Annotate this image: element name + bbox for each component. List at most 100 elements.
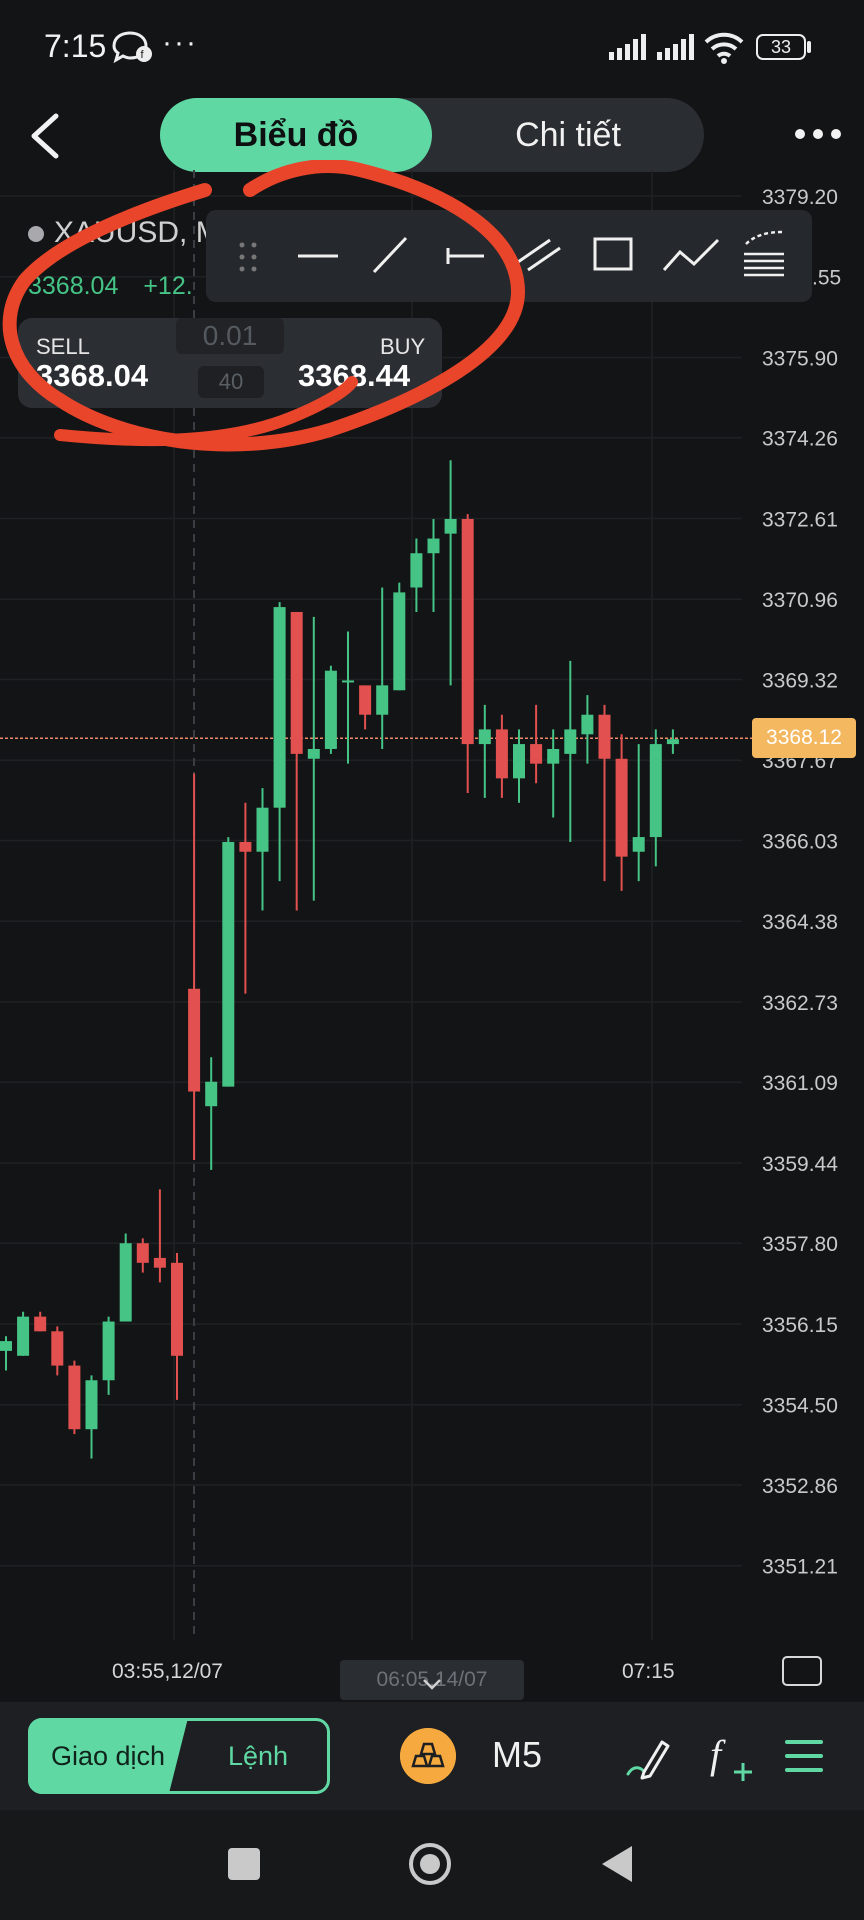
candle-body — [564, 729, 577, 754]
candlestick — [85, 1375, 98, 1459]
candlestick — [495, 714, 508, 798]
chevron-down-icon[interactable] — [420, 1676, 444, 1692]
candlestick — [376, 587, 389, 749]
candlestick — [427, 518, 440, 612]
y-tick-label: 3374.26 — [762, 428, 838, 451]
y-tick-label: 3369.32 — [762, 669, 838, 692]
candlestick — [34, 1311, 47, 1332]
trend-line-icon[interactable] — [370, 232, 410, 276]
more-options-icon[interactable] — [792, 112, 844, 156]
candle-body — [410, 553, 423, 588]
candle-body — [256, 807, 269, 852]
candle-body — [0, 1341, 12, 1351]
recent-apps-button[interactable] — [228, 1848, 260, 1880]
candlestick — [205, 1057, 218, 1170]
drag-handle-icon[interactable] — [236, 240, 260, 274]
candlestick — [393, 582, 406, 691]
candle-body — [444, 518, 457, 534]
candlestick — [188, 773, 201, 1161]
candle-body — [324, 670, 337, 749]
candle-body — [85, 1380, 98, 1430]
candlestick — [530, 704, 543, 784]
indicators-icon[interactable]: f — [708, 1730, 756, 1782]
candle-body — [239, 841, 252, 852]
candlestick — [513, 729, 525, 803]
candle-body — [17, 1316, 30, 1356]
sell-label[interactable]: SELL — [36, 334, 90, 359]
candlestick — [581, 695, 594, 764]
fullscreen-icon[interactable] — [782, 1656, 822, 1686]
lot-size-input[interactable]: 0.01 — [176, 318, 284, 354]
battery-tip — [807, 41, 811, 53]
svg-text:f: f — [710, 1732, 726, 1777]
candle-body — [273, 607, 286, 808]
gold-bars-icon[interactable] — [400, 1728, 456, 1784]
back-arrow-icon[interactable] — [22, 104, 70, 168]
buy-button[interactable]: 3368.44 — [298, 358, 411, 393]
candlestick — [359, 685, 372, 730]
candle-body — [393, 592, 406, 691]
candle-body — [171, 1262, 183, 1356]
candlestick — [598, 704, 611, 882]
candle-body — [68, 1365, 81, 1430]
timeframe-selector[interactable]: M5 — [492, 1734, 543, 1775]
candle-body — [205, 1081, 218, 1107]
candle-body — [461, 518, 474, 745]
fibonacci-icon[interactable] — [742, 228, 786, 278]
tab-orders[interactable]: Lệnh — [227, 1740, 289, 1771]
candlestick — [564, 660, 577, 842]
rectangle-icon[interactable] — [592, 234, 634, 274]
home-button[interactable] — [408, 1842, 452, 1886]
candlestick — [256, 788, 269, 911]
candle-body — [427, 538, 440, 554]
candle-body — [581, 714, 594, 735]
candlestick — [51, 1326, 64, 1376]
messenger-icon: f — [112, 31, 152, 64]
candlestick — [461, 514, 474, 794]
back-button[interactable] — [600, 1844, 634, 1884]
candlestick — [478, 704, 491, 798]
y-tick-label: 3356.15 — [762, 1314, 838, 1337]
symbol-name: XAUUSD, M — [54, 216, 221, 249]
symbol-price: 3368.04 — [28, 272, 119, 300]
menu-icon[interactable] — [784, 1736, 824, 1776]
y-tick-label: 3354.50 — [762, 1395, 838, 1418]
tab-chart[interactable]: Biểu đồ — [160, 98, 432, 172]
signal-icon — [609, 34, 646, 60]
parallel-channel-icon[interactable] — [516, 232, 562, 276]
tab-trade[interactable]: Giao dịch — [28, 1718, 188, 1794]
candle-body — [513, 744, 525, 779]
candlestick — [222, 837, 235, 1087]
candle-body — [153, 1257, 166, 1268]
candlestick — [17, 1311, 30, 1356]
drawing-pen-icon[interactable] — [624, 1734, 672, 1782]
polyline-icon[interactable] — [662, 232, 720, 276]
y-tick-label: 3379.20 — [762, 186, 838, 209]
sell-button[interactable]: 3368.04 — [36, 358, 149, 393]
candle-body — [632, 837, 645, 852]
candlestick — [307, 616, 320, 901]
candlestick — [171, 1253, 183, 1400]
candle-body — [649, 744, 662, 838]
candlestick — [615, 734, 628, 891]
candlestick — [136, 1238, 149, 1273]
candlestick — [290, 611, 303, 911]
y-tick-label: 3352.86 — [762, 1475, 838, 1498]
current-price-tag: 3368.12 — [752, 718, 856, 758]
candle-body — [615, 758, 628, 857]
y-tick-label: 3370.96 — [762, 589, 838, 612]
candle-body — [342, 680, 354, 683]
candle-body — [359, 685, 372, 715]
buy-label[interactable]: BUY — [380, 334, 426, 359]
drawing-toolbar — [206, 210, 812, 302]
tab-detail[interactable]: Chi tiết — [515, 115, 621, 154]
horizontal-ray-icon[interactable] — [442, 236, 486, 276]
candle-body — [666, 739, 679, 745]
candle-body — [307, 748, 320, 759]
horizontal-line-icon[interactable] — [296, 236, 340, 276]
y-tick-label: 3375.90 — [762, 347, 838, 370]
svg-text:f: f — [141, 49, 145, 61]
candle-body — [376, 685, 389, 715]
y-tick-label: 3362.73 — [762, 992, 838, 1015]
candlestick — [153, 1189, 166, 1283]
